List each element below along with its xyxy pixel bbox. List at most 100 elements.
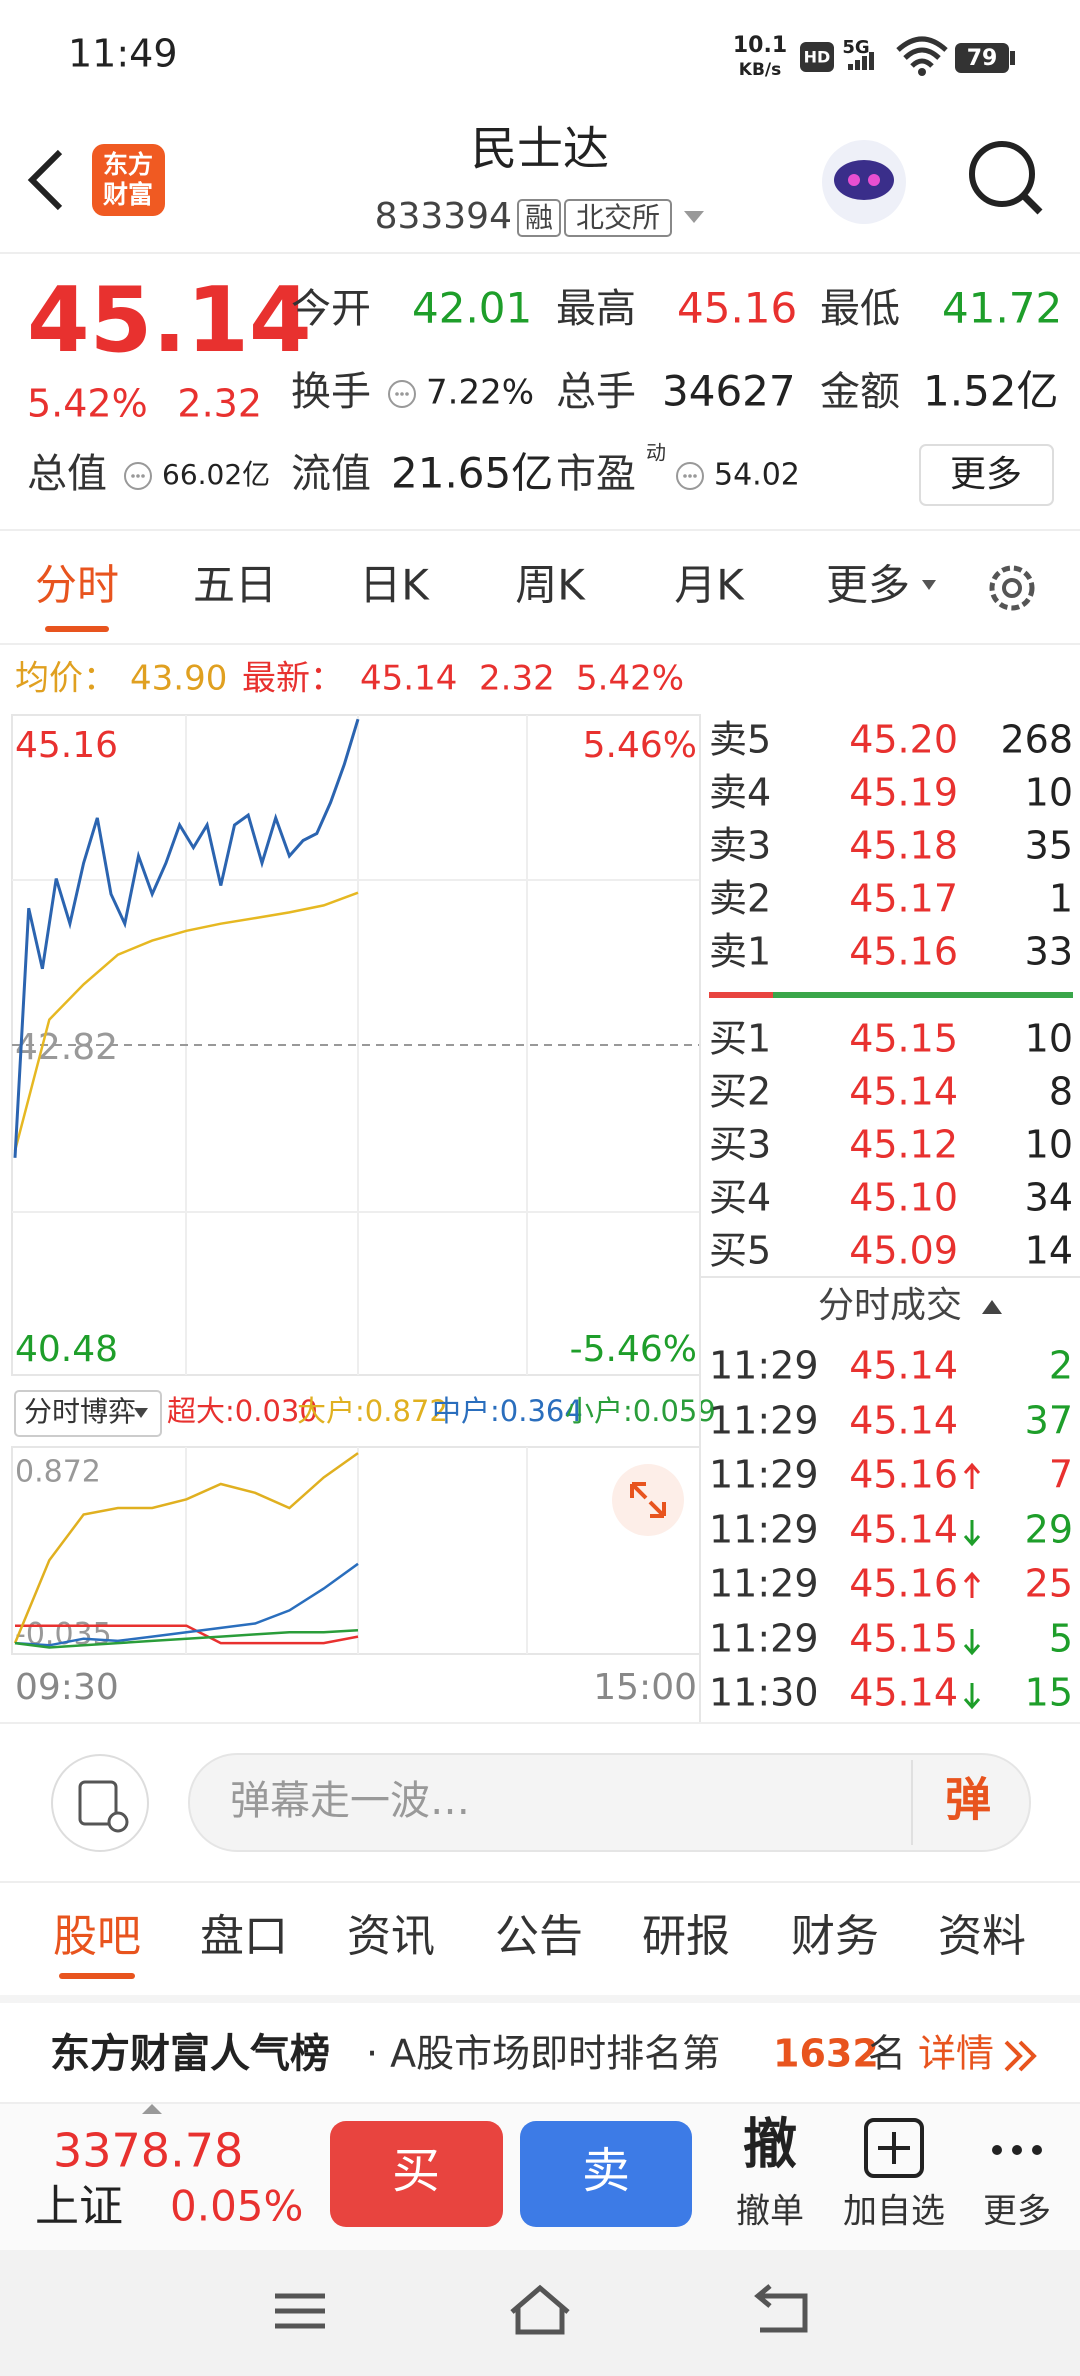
trade-volume: 37 — [1025, 1399, 1073, 1443]
book-label: 买3 — [709, 1123, 771, 1167]
up-arrow — [963, 1462, 981, 1489]
price-line — [13, 718, 360, 1158]
down-arrow — [963, 1629, 981, 1656]
expand-button[interactable] — [612, 1464, 684, 1536]
chart-tab[interactable]: 周K — [515, 561, 586, 610]
ask-bar — [709, 992, 773, 998]
book-volume: 10 — [1025, 771, 1073, 815]
info-icon[interactable] — [388, 380, 416, 408]
wifi-dot — [918, 68, 926, 76]
sell-button[interactable] — [520, 2121, 692, 2227]
robot-eye — [848, 174, 860, 186]
more-label[interactable]: 更多 — [983, 2192, 1051, 2232]
status-time: 11:49 — [68, 32, 178, 76]
avg-value: 43.90 — [130, 659, 227, 699]
section-tab[interactable]: 研报 — [642, 1911, 730, 1962]
trade-volume: 5 — [1049, 1617, 1073, 1661]
watchlist-plus — [878, 2132, 910, 2164]
settings-icon[interactable] — [989, 565, 1035, 611]
flow-line — [14, 1628, 359, 1649]
back-button[interactable] — [27, 149, 63, 211]
nav-home[interactable] — [510, 2284, 570, 2335]
field-label: 换手 — [291, 369, 371, 415]
book-price: 45.16 — [849, 930, 958, 974]
trade-price: 45.14 — [849, 1671, 958, 1715]
trade-time: 11:29 — [709, 1453, 819, 1497]
field-label: 今开 — [291, 286, 371, 332]
buy-button[interactable] — [330, 2121, 503, 2227]
more-button-text[interactable]: 更多 — [950, 454, 1022, 495]
trade-volume: 7 — [1049, 1453, 1073, 1497]
section-tab[interactable]: 财务 — [791, 1911, 879, 1962]
sell-text[interactable]: 卖 — [582, 2143, 630, 2199]
comment-input[interactable] — [188, 1753, 1031, 1852]
field-label: 最高 — [556, 286, 636, 332]
selector-arrow — [134, 1408, 148, 1418]
danmaku-button[interactable]: 弹 — [945, 1773, 991, 1827]
dropdown-arrow[interactable] — [684, 211, 704, 223]
book-volume: 8 — [1049, 1070, 1073, 1114]
book-label: 买4 — [709, 1176, 771, 1220]
info-dot — [141, 474, 145, 478]
watchlist-label[interactable]: 加自选 — [843, 2192, 945, 2232]
field-value: 66.02亿 — [162, 458, 270, 491]
chart-tab[interactable]: 更多 — [826, 561, 910, 610]
section-tab[interactable]: 股吧 — [53, 1911, 141, 1962]
comment-placeholder[interactable]: 弹幕走一波… — [230, 1778, 470, 1824]
tag-box — [517, 199, 561, 237]
field-label: 最低 — [820, 286, 900, 332]
section-underline — [59, 1973, 135, 1979]
trade-time: 11:29 — [709, 1562, 819, 1606]
selector-text[interactable]: 分时博弈 — [24, 1395, 136, 1428]
section-tab[interactable]: 资料 — [938, 1911, 1026, 1962]
field-value: 54.02 — [714, 458, 800, 493]
section-tab[interactable]: 资讯 — [347, 1911, 435, 1962]
trade-volume: 25 — [1025, 1562, 1073, 1606]
chart-tab[interactable]: 日K — [359, 561, 430, 610]
robot-eye — [868, 174, 880, 186]
signal-bar — [848, 64, 853, 70]
pct-tick-label: -5.46% — [570, 1329, 697, 1370]
ranking-link[interactable]: 详情 — [918, 2032, 994, 2076]
trade-price: 45.14 — [849, 1508, 958, 1552]
tag: 北交所 — [576, 201, 660, 234]
book-label: 买1 — [709, 1017, 771, 1061]
more-dot — [1012, 2145, 1022, 2155]
info-icon[interactable] — [676, 462, 704, 490]
field-value: 45.16 — [677, 284, 797, 333]
info-dot — [693, 474, 697, 478]
nav-back[interactable] — [754, 2284, 808, 2333]
nav-bar — [0, 2250, 1080, 2376]
logo-text: 财富 — [103, 180, 153, 209]
danmaku-settings[interactable] — [51, 1754, 149, 1852]
ranking-chevrons — [1004, 2040, 1037, 2072]
network: 5G — [842, 37, 869, 58]
chart-tab[interactable]: 分时 — [35, 561, 119, 610]
chart-tab[interactable]: 五日 — [193, 561, 277, 610]
cancel-label[interactable]: 撤单 — [736, 2192, 804, 2232]
info-icon[interactable] — [124, 462, 152, 490]
cancel-icon[interactable]: 撤 — [743, 2113, 797, 2176]
net-unit: KB/s — [739, 60, 781, 80]
tag: 融 — [525, 201, 553, 234]
chart-tab[interactable]: 月K — [674, 561, 745, 610]
logo-text: 东方 — [103, 150, 153, 179]
trade-volume: 15 — [1025, 1671, 1073, 1715]
trade-volume: 2 — [1049, 1344, 1073, 1388]
nav-menu[interactable] — [275, 2293, 325, 2329]
book-price: 45.14 — [849, 1070, 958, 1114]
section-tab[interactable]: 公告 — [495, 1911, 583, 1962]
buy-text[interactable]: 买 — [392, 2143, 440, 2199]
selector-box[interactable] — [14, 1390, 162, 1437]
watchlist-icon[interactable] — [864, 2118, 924, 2178]
ranking-rank: 1632 — [773, 2032, 879, 2076]
section-tab[interactable]: 盘口 — [200, 1911, 288, 1962]
search-icon[interactable] — [969, 141, 1035, 207]
flow-line — [14, 1562, 359, 1647]
book-label: 买2 — [709, 1070, 771, 1114]
info-dot — [405, 392, 409, 396]
last-value: 45.14 — [360, 659, 457, 699]
more-button[interactable] — [919, 444, 1054, 506]
danmaku-icon — [78, 1780, 118, 1826]
